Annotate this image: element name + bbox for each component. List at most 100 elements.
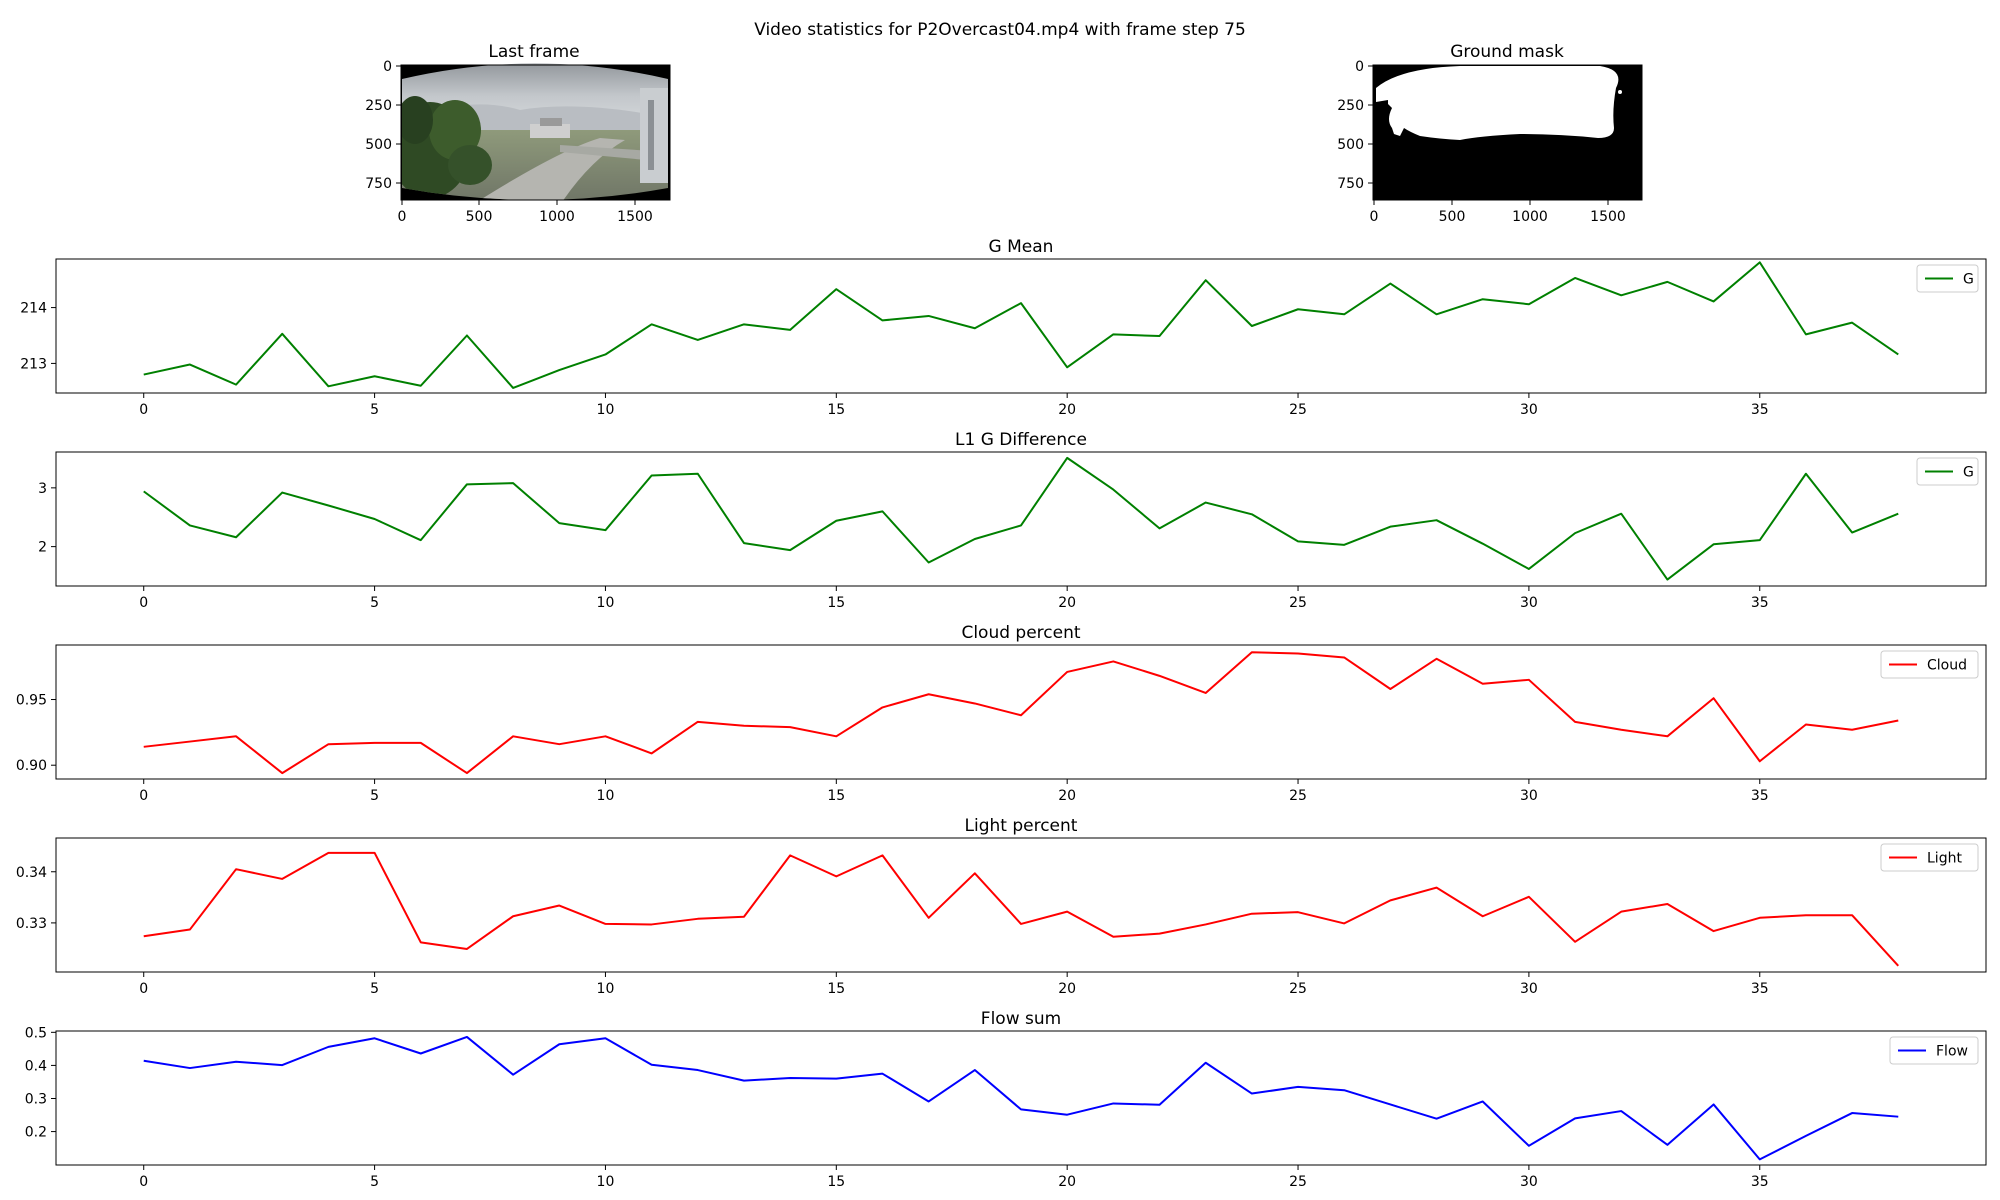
plot-frame bbox=[55, 451, 1987, 587]
series-line bbox=[143, 1035, 1899, 1161]
last-frame-y-axis: 0 250 500 750 bbox=[365, 59, 401, 192]
x-tick-label: 35 bbox=[1751, 402, 1769, 418]
x-tick-label: 30 bbox=[1520, 1174, 1538, 1190]
last-frame-x-axis: 0 500 1000 1500 bbox=[398, 200, 653, 225]
x-tick-label: 35 bbox=[1751, 1174, 1769, 1190]
x-tick-label: 20 bbox=[1058, 788, 1076, 804]
y-tick-label: 0.95 bbox=[16, 693, 47, 709]
x-tick-label: 5 bbox=[370, 1174, 379, 1190]
x-tick-label: 20 bbox=[1058, 981, 1076, 997]
chart-panel: G Mean 0 5 10 15 20 25 30 35 213 214 G bbox=[20, 237, 1987, 418]
x-tick-label: 15 bbox=[827, 1174, 845, 1190]
x-tick-label: 0 bbox=[139, 595, 148, 611]
chart-title: L1 G Difference bbox=[955, 430, 1087, 450]
legend-label: Light bbox=[1927, 851, 1962, 867]
series-line bbox=[143, 261, 1899, 389]
x-tick-label: 10 bbox=[597, 788, 615, 804]
last-frame-ytick: 0 bbox=[383, 59, 392, 75]
x-tick-label: 10 bbox=[597, 595, 615, 611]
y-tick-label: 0.2 bbox=[25, 1125, 47, 1141]
chart-panel: L1 G Difference 0 5 10 15 20 25 30 35 2 3 G bbox=[38, 430, 1987, 611]
plot-frame bbox=[55, 837, 1987, 973]
chart-panel: Light percent 0 5 10 15 20 25 30 35 0.33 0.34 Light bbox=[16, 816, 1987, 997]
y-tick-label: 213 bbox=[20, 356, 47, 372]
x-tick-label: 10 bbox=[597, 981, 615, 997]
x-tick-label: 30 bbox=[1520, 595, 1538, 611]
x-tick-label: 5 bbox=[370, 595, 379, 611]
x-tick-label: 15 bbox=[827, 402, 845, 418]
legend-label: Cloud bbox=[1927, 658, 1967, 674]
x-tick-label: 0 bbox=[139, 981, 148, 997]
x-tick-label: 15 bbox=[827, 981, 845, 997]
figure-suptitle: Video statistics for P2Overcast04.mp4 wi… bbox=[754, 20, 1246, 40]
last-frame-ytick: 250 bbox=[365, 98, 392, 114]
chart-title: Cloud percent bbox=[961, 623, 1080, 643]
x-tick-label: 25 bbox=[1289, 788, 1307, 804]
last-frame-ytick: 750 bbox=[365, 176, 392, 192]
x-tick-label: 20 bbox=[1058, 595, 1076, 611]
ground-mask-panel: Ground mask 0 250 500 750 0 500 1000 150… bbox=[1337, 42, 1643, 225]
last-frame-image bbox=[400, 63, 671, 201]
last-frame-xtick: 500 bbox=[466, 209, 493, 225]
last-frame-xtick: 0 bbox=[398, 209, 407, 225]
x-tick-label: 30 bbox=[1520, 402, 1538, 418]
legend: G bbox=[1916, 264, 1979, 293]
legend-box bbox=[1889, 1036, 1979, 1065]
x-tick-label: 35 bbox=[1751, 595, 1769, 611]
x-tick-label: 25 bbox=[1289, 402, 1307, 418]
legend: G bbox=[1916, 457, 1979, 486]
series-line bbox=[143, 651, 1899, 775]
x-tick-label: 25 bbox=[1289, 981, 1307, 997]
x-tick-label: 15 bbox=[827, 788, 845, 804]
series-line bbox=[143, 456, 1899, 581]
ground-mask-ytick: 500 bbox=[1337, 137, 1364, 153]
x-tick-label: 0 bbox=[139, 1174, 148, 1190]
y-tick-label: 0.34 bbox=[16, 865, 47, 881]
x-tick-label: 25 bbox=[1289, 1174, 1307, 1190]
series-line bbox=[143, 851, 1900, 967]
legend: Light bbox=[1880, 843, 1979, 872]
ground-mask-y-axis: 0 250 500 750 bbox=[1337, 59, 1373, 192]
ground-mask-ytick: 0 bbox=[1355, 59, 1364, 75]
plot-frame bbox=[55, 644, 1987, 780]
last-frame-ytick: 500 bbox=[365, 137, 392, 153]
x-tick-label: 20 bbox=[1058, 402, 1076, 418]
ground-mask-x-axis: 0 500 1000 1500 bbox=[1370, 200, 1626, 225]
y-tick-label: 3 bbox=[38, 481, 47, 497]
chart-title: G Mean bbox=[989, 237, 1054, 257]
x-tick-label: 10 bbox=[597, 1174, 615, 1190]
x-tick-label: 30 bbox=[1520, 981, 1538, 997]
x-tick-label: 15 bbox=[827, 595, 845, 611]
x-tick-label: 30 bbox=[1520, 788, 1538, 804]
ground-mask-ytick: 750 bbox=[1337, 176, 1364, 192]
x-tick-label: 20 bbox=[1058, 1174, 1076, 1190]
x-tick-label: 10 bbox=[597, 402, 615, 418]
legend-box bbox=[1880, 650, 1979, 679]
ground-mask-xtick: 500 bbox=[1439, 209, 1466, 225]
ground-mask-ytick: 250 bbox=[1337, 98, 1364, 114]
chart-title: Flow sum bbox=[981, 1009, 1061, 1029]
last-frame-xtick: 1000 bbox=[539, 209, 575, 225]
chart-title: Light percent bbox=[965, 816, 1078, 836]
chart-panel: Flow sum 0 5 10 15 20 25 30 35 0.2 0.3 0.4 0.5 Flow bbox=[25, 1009, 1987, 1190]
ground-mask-xtick: 0 bbox=[1370, 209, 1379, 225]
ground-mask-xtick: 1000 bbox=[1512, 209, 1548, 225]
y-tick-label: 214 bbox=[20, 301, 47, 317]
ground-mask-image bbox=[1372, 64, 1643, 201]
y-tick-label: 0.4 bbox=[25, 1058, 47, 1074]
x-tick-label: 35 bbox=[1751, 981, 1769, 997]
last-frame-xtick: 1500 bbox=[617, 209, 653, 225]
ground-mask-xtick: 1500 bbox=[1590, 209, 1626, 225]
x-tick-label: 35 bbox=[1751, 788, 1769, 804]
chart-panel: Cloud percent 0 5 10 15 20 25 30 35 0.90 0.95 Cloud bbox=[16, 623, 1987, 804]
legend: Cloud bbox=[1880, 650, 1979, 679]
last-frame-panel: Last frame 0 2 bbox=[365, 42, 671, 225]
x-tick-label: 5 bbox=[370, 788, 379, 804]
x-tick-label: 0 bbox=[139, 788, 148, 804]
legend-box bbox=[1880, 843, 1979, 872]
last-frame-title: Last frame bbox=[488, 42, 579, 62]
x-tick-label: 5 bbox=[370, 981, 379, 997]
y-tick-label: 0.3 bbox=[25, 1091, 47, 1107]
